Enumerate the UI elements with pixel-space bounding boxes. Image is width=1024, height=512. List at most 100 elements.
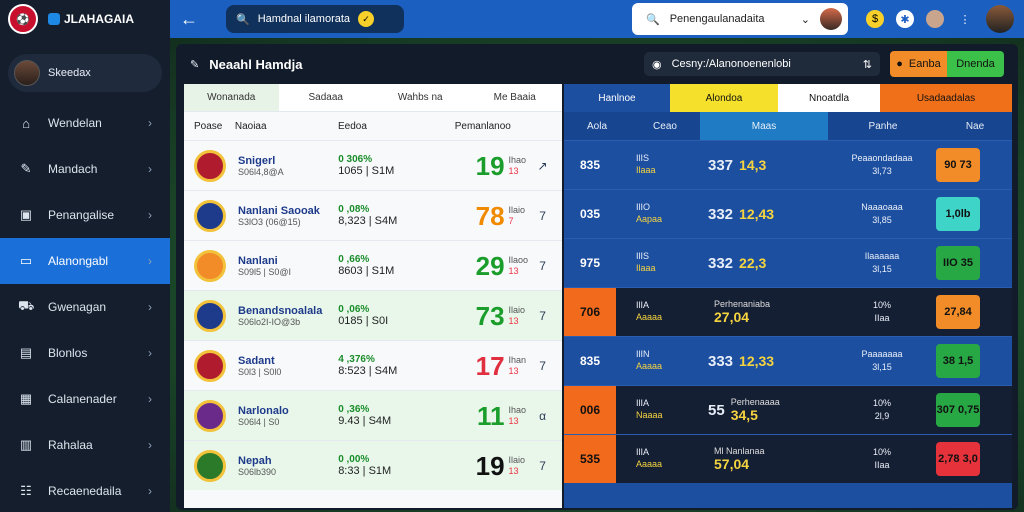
- bet-button[interactable]: ● Eanba: [890, 51, 947, 77]
- trend-icon[interactable]: 7: [539, 258, 546, 273]
- match-row[interactable]: Nepah S06lb390 0 ,00% 8:33 | S1M 19 Ilaio 13 7: [184, 440, 562, 490]
- chevron-right-icon: ›: [148, 392, 152, 406]
- back-arrow-icon[interactable]: ←: [180, 8, 198, 29]
- score-label: Ihan: [508, 354, 527, 365]
- odds-row[interactable]: 006 IlIA Naaaa 55 Perhenaaaa 34,5 10% 2l,9 307 0…: [564, 385, 1012, 434]
- action-buttons[interactable]: ● Eanba Dnenda: [890, 51, 1004, 77]
- search-dropdown[interactable]: 🔍 Penengaulanadaita ⌄: [632, 3, 848, 35]
- odds-row[interactable]: 535 IlIA Aaaaa Ml Nanlanaa 57,04 10% IIaa 2,78 …: [564, 434, 1012, 483]
- sidebar-item-7[interactable]: ▥ Rahalaa ›: [0, 422, 170, 468]
- tab-0[interactable]: Wonanada: [184, 84, 279, 111]
- team-crest: [194, 249, 226, 282]
- coin-icon[interactable]: $: [866, 10, 884, 28]
- odds-tab-2[interactable]: Nnoatdla: [778, 84, 880, 112]
- odds-row[interactable]: 835 IlIN Aaaaa 333 12,33 Paaaaaaa 3l,15 38 1,5: [564, 336, 1012, 385]
- odds-column-header: Panhe: [868, 120, 898, 132]
- matches-panel: Wonanada Sadaaa Wahbs na Me Baaia Poase Naoi…: [184, 84, 562, 508]
- sidebar-item-3[interactable]: ▭ Alanongabl ›: [0, 238, 170, 284]
- odds-button[interactable]: 90 73: [936, 148, 980, 182]
- settings-icon[interactable]: ✱: [896, 10, 914, 28]
- odds-button[interactable]: 307 0,75: [936, 393, 980, 427]
- odds-row[interactable]: 835 IlIS Ilaaa 337 14,3 Peaaondadaaa 3l,73 90 7…: [564, 140, 1012, 189]
- odds-time: 835: [579, 158, 601, 172]
- filter-select[interactable]: ◉ Cesny:/Alanonoenenlobi ⇅: [644, 52, 880, 76]
- match-row[interactable]: Sadant S0l3 | S0l0 4 ,376% 8:523 | S4M 17 Iha…: [184, 340, 562, 390]
- trend-icon[interactable]: 7: [539, 208, 546, 223]
- trend-icon[interactable]: ↗: [537, 158, 548, 173]
- score: 78: [475, 200, 505, 231]
- odds-row[interactable]: 975 IlIS Ilaaa 332 22,3 Ilaaaaaa 3l,15 IIO 35: [564, 238, 1012, 287]
- tab-2[interactable]: Wahbs na: [397, 92, 443, 103]
- user-name: Skeedax: [48, 67, 91, 79]
- odds-button[interactable]: 38 1,5: [936, 344, 980, 378]
- score: 19: [475, 150, 505, 181]
- sidebar-item-1[interactable]: ✎ Mandach ›: [0, 146, 170, 192]
- avatar[interactable]: [986, 5, 1014, 33]
- odds-code-sub: Aaaaa: [636, 459, 663, 469]
- odds-market-value: 3l,85: [872, 215, 892, 225]
- team-name: Snigerl: [238, 154, 276, 167]
- odds-time: 706: [564, 288, 616, 336]
- match-row[interactable]: Nanlani Saooak S3lO3 (06@15) 0 ,08% 8,323 |…: [184, 190, 562, 240]
- odds-tab-0[interactable]: Hanlnoe: [564, 84, 670, 112]
- odds-time: 535: [564, 435, 616, 483]
- sidebar-item-label: Calanenader: [48, 392, 117, 406]
- trend-icon[interactable]: α: [539, 408, 547, 423]
- odds-market-value: 2l,9: [874, 411, 890, 421]
- column-header: Pemanlanoo: [454, 120, 511, 132]
- edit-icon[interactable]: ✎: [190, 58, 200, 71]
- column-header: Naoiaa: [234, 120, 267, 132]
- odds-tab-1[interactable]: Alondoa: [670, 84, 778, 112]
- sidebar-item-0[interactable]: ⌂ Wendelan ›: [0, 100, 170, 146]
- odds-market: Peaaondadaaa: [851, 153, 913, 164]
- odds-button[interactable]: 1,0lb: [936, 197, 980, 231]
- match-row[interactable]: Nanlani S09l5 | S0@I 0 ,66% 8603 | S1M 29 Ila…: [184, 240, 562, 290]
- search-icon: 🔍: [646, 13, 660, 26]
- odds-row[interactable]: 035 IlIO Aapaa 332 12,43 Naaaoaaa 3l,85 1,0lb: [564, 189, 1012, 238]
- sidebar-item-4[interactable]: ⛟ Gwenagan ›: [0, 284, 170, 330]
- percent: 0 ,08%: [338, 204, 370, 215]
- odds-market: 10%: [872, 300, 891, 311]
- score-label: Ilaio: [508, 304, 526, 315]
- sidebar-item-2[interactable]: ▣ Penangalise ›: [0, 192, 170, 238]
- score-sub: 7: [508, 215, 514, 226]
- trend-icon[interactable]: 7: [539, 358, 546, 373]
- chevron-right-icon: ›: [148, 254, 152, 268]
- profile-icon[interactable]: [926, 10, 944, 28]
- more-icon[interactable]: ⋮: [959, 13, 971, 26]
- sidebar-item-5[interactable]: ▤ Blonlos ›: [0, 330, 170, 376]
- match-row[interactable]: Benandsnoalala S06lo2I-IO@3b 0 ,06% 0185 | …: [184, 290, 562, 340]
- trend-icon[interactable]: 7: [539, 308, 546, 323]
- odds-market-value: 3l,15: [872, 264, 892, 274]
- search-icon: 🔍: [236, 13, 250, 26]
- odds-code: IlIS: [636, 153, 650, 164]
- odds-row[interactable]: 706 IlIA Aaaaa Perhenaniaba 27,04 10% IIaa 27,8…: [564, 287, 1012, 336]
- sidebar-item-label: Wendelan: [48, 116, 102, 130]
- team-name: Nepah: [238, 454, 272, 467]
- brand: ⚽ JLAHAGAIA: [0, 0, 170, 38]
- odds-button[interactable]: 27,84: [936, 295, 980, 329]
- odds-code-sub: Ilaaa: [636, 165, 656, 175]
- team-sub: S09l5 | S0@I: [238, 266, 292, 277]
- match-row[interactable]: Snigerl S06l4,8@A 0 306% 1065 | S1M 19 Ihao 13…: [184, 140, 562, 190]
- tab-3[interactable]: Me Baaia: [493, 92, 536, 103]
- odds-button[interactable]: IIO 35: [936, 246, 980, 280]
- score: 17: [475, 350, 505, 381]
- deposit-button[interactable]: Dnenda: [947, 51, 1004, 77]
- check-badge-icon: ✓: [358, 11, 375, 27]
- trend-icon[interactable]: 7: [539, 458, 546, 473]
- odds-tab-3[interactable]: Usadaadalas: [880, 84, 1012, 112]
- match-row[interactable]: Narlonalo S06l4 | S0 0 ,36% 9.43 | S4M 11 Iha…: [184, 390, 562, 440]
- odds-code-sub: Aapaa: [636, 214, 663, 224]
- percent: 4 ,376%: [338, 354, 375, 365]
- search-input[interactable]: 🔍 Hamdnal ilamorata ✓: [226, 5, 404, 33]
- sidebar-item-8[interactable]: ☷ Recaenedaila ›: [0, 468, 170, 512]
- odds-market-value: 3l,73: [872, 166, 892, 176]
- sidebar-item-6[interactable]: ▦ Calanenader ›: [0, 376, 170, 422]
- tab-1[interactable]: Sadaaa: [308, 92, 343, 103]
- odds-button[interactable]: 2,78 3,0: [936, 442, 980, 476]
- score-sub: 13: [508, 465, 519, 476]
- score-sub: 13: [508, 265, 519, 276]
- odds-market: 10%: [872, 398, 891, 409]
- user-profile[interactable]: Skeedax: [8, 54, 162, 92]
